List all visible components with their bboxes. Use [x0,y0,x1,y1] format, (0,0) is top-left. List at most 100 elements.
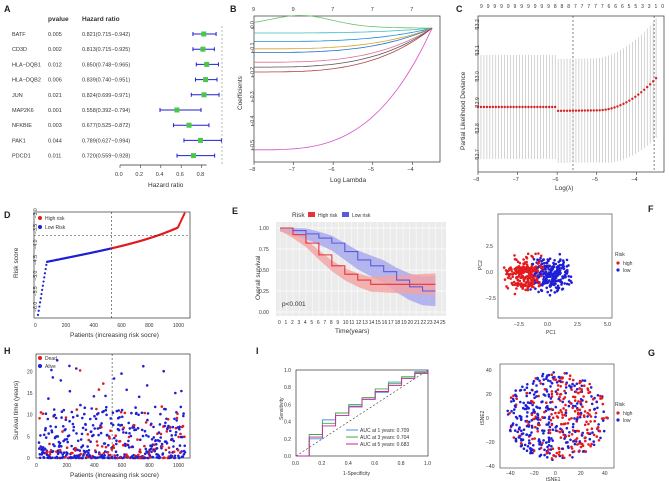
g-point [555,381,559,384]
h-y-tick-label: 15 [27,391,33,397]
c-deviance-point [643,88,646,91]
h-status-point [175,419,178,422]
h-y-tick-label: 20 [27,369,33,375]
d-y-tick-label: −5.5 [33,286,39,296]
g-point [519,415,523,419]
b-top-tick-label: 7 [410,7,413,13]
forest-x-tick-label: 0.0 [115,172,123,178]
h-status-point [42,433,46,437]
h-status-point [64,418,68,422]
h-y-tick-label: 10 [27,413,33,419]
c-x-tick-label: −6 [552,177,558,183]
f-plot-frame [497,213,613,319]
forest-gene-label: JUN [12,93,23,99]
h-status-point [44,426,47,430]
d-y-tick-label: −3.5 [33,224,39,234]
forest-pvalue: 0.012 [48,62,62,68]
e-x-tick-label: 19 [401,320,407,326]
g-point [576,408,579,412]
f-point [545,264,548,268]
h-status-point [152,425,155,429]
forest-point [197,137,203,143]
g-point [549,380,552,383]
g-point [585,400,588,404]
f-point [510,281,514,285]
f-legend-low: low [623,268,631,274]
f-point [516,281,520,285]
f-point [552,265,556,269]
g-point [536,406,539,409]
h-status-point [39,411,43,414]
g-point [515,423,518,427]
h-status-point [60,445,63,448]
d-y-tick-label: −5.0 [33,270,39,280]
h-status-point [102,452,106,455]
g-point [592,443,596,447]
c-deviance-point [628,99,631,102]
h-status-point [122,426,125,430]
f-point [561,259,565,262]
f-point [554,275,557,278]
g-point [539,382,542,385]
b-y-tick-label: 0.0 [250,21,256,28]
c-deviance-point [616,105,619,108]
forest-point [204,61,210,67]
g-point [575,402,579,405]
h-status-point [135,411,138,415]
h-status-point [168,451,171,454]
g-point [563,389,566,393]
h-status-point [143,429,147,433]
h-status-point [170,454,174,458]
c-deviance-point [485,105,489,109]
g-point [552,371,555,374]
g-point [520,437,523,441]
e-x-tick-label: 24 [434,320,440,326]
h-status-point [51,376,55,379]
e-x-tick-label: 11 [349,320,354,326]
f-point [517,269,521,273]
g-point [533,410,536,414]
h-status-point [154,439,157,442]
h-status-point [75,367,78,370]
d-risk-point [42,280,45,283]
h-status-point [178,425,181,429]
e-x-tick-label: 10 [343,320,349,326]
h-status-point [130,411,133,415]
g-point [590,395,593,398]
g-point [586,388,590,392]
f-point [545,261,549,265]
h-status-point [92,395,96,398]
g-point [536,418,540,421]
g-point [550,395,554,398]
c-deviance-point [562,109,566,113]
h-status-point [172,439,175,443]
e-x-tick-label: 16 [382,320,388,326]
g-point [521,385,524,389]
h-status-point [172,450,176,454]
g-point [566,422,570,425]
g-point [526,383,529,386]
h-status-point [41,412,45,416]
h-status-point [43,451,46,455]
g-point [545,401,548,405]
g-point [512,411,516,415]
h-status-point [132,426,136,429]
g-x-label: tSNE1 [546,477,561,481]
d-x-tick-label: 800 [145,323,154,329]
f-point [509,273,512,276]
h-status-point [167,446,171,450]
forest-hr-text: 0.789(0.627−0.994) [82,138,130,144]
g-point [546,445,549,449]
h-status-point [39,434,42,437]
g-point [597,426,600,429]
h-status-point [79,438,83,441]
h-status-point [174,391,177,395]
g-point [571,395,575,399]
h-status-point [68,389,72,393]
h-status-point [98,452,101,456]
f-point [564,272,568,275]
f-point [502,266,506,269]
h-status-point [67,434,71,437]
g-point [568,374,572,378]
g-point [520,432,524,436]
